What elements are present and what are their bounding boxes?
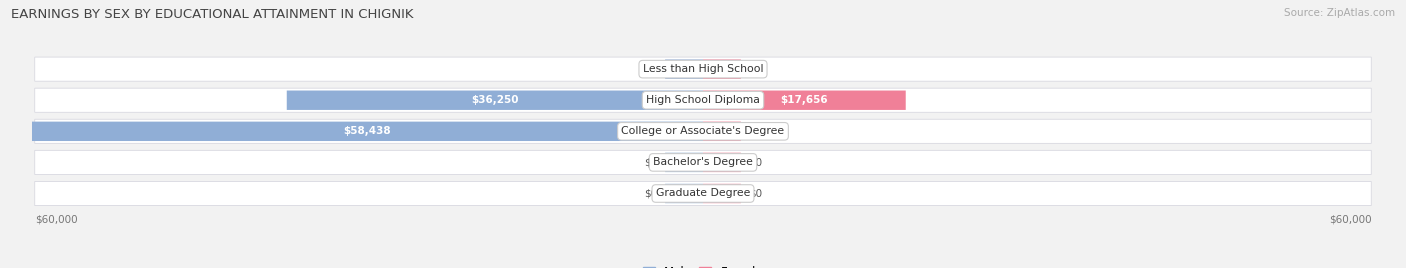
FancyBboxPatch shape bbox=[35, 119, 1371, 143]
Text: $0: $0 bbox=[644, 157, 657, 168]
FancyBboxPatch shape bbox=[665, 184, 703, 203]
Text: EARNINGS BY SEX BY EDUCATIONAL ATTAINMENT IN CHIGNIK: EARNINGS BY SEX BY EDUCATIONAL ATTAINMEN… bbox=[11, 8, 413, 21]
FancyBboxPatch shape bbox=[35, 57, 1371, 81]
FancyBboxPatch shape bbox=[703, 184, 741, 203]
FancyBboxPatch shape bbox=[35, 88, 1371, 112]
Text: $0: $0 bbox=[749, 188, 762, 199]
Text: $0: $0 bbox=[749, 126, 762, 136]
Text: High School Diploma: High School Diploma bbox=[647, 95, 759, 105]
Text: $0: $0 bbox=[749, 64, 762, 74]
FancyBboxPatch shape bbox=[665, 59, 703, 79]
FancyBboxPatch shape bbox=[703, 59, 741, 79]
FancyBboxPatch shape bbox=[35, 181, 1371, 206]
Text: $0: $0 bbox=[644, 64, 657, 74]
Legend: Male, Female: Male, Female bbox=[638, 262, 768, 268]
FancyBboxPatch shape bbox=[35, 150, 1371, 174]
FancyBboxPatch shape bbox=[703, 153, 741, 172]
Text: $17,656: $17,656 bbox=[780, 95, 828, 105]
Text: Source: ZipAtlas.com: Source: ZipAtlas.com bbox=[1284, 8, 1395, 18]
Text: $60,000: $60,000 bbox=[35, 215, 77, 225]
Text: College or Associate's Degree: College or Associate's Degree bbox=[621, 126, 785, 136]
Text: $0: $0 bbox=[644, 188, 657, 199]
FancyBboxPatch shape bbox=[665, 153, 703, 172]
Text: $0: $0 bbox=[749, 157, 762, 168]
Text: $36,250: $36,250 bbox=[471, 95, 519, 105]
Text: Less than High School: Less than High School bbox=[643, 64, 763, 74]
Text: Bachelor's Degree: Bachelor's Degree bbox=[652, 157, 754, 168]
Text: $60,000: $60,000 bbox=[1329, 215, 1371, 225]
FancyBboxPatch shape bbox=[287, 91, 703, 110]
Text: Graduate Degree: Graduate Degree bbox=[655, 188, 751, 199]
FancyBboxPatch shape bbox=[32, 122, 703, 141]
FancyBboxPatch shape bbox=[703, 122, 741, 141]
FancyBboxPatch shape bbox=[703, 91, 905, 110]
Text: $58,438: $58,438 bbox=[343, 126, 391, 136]
